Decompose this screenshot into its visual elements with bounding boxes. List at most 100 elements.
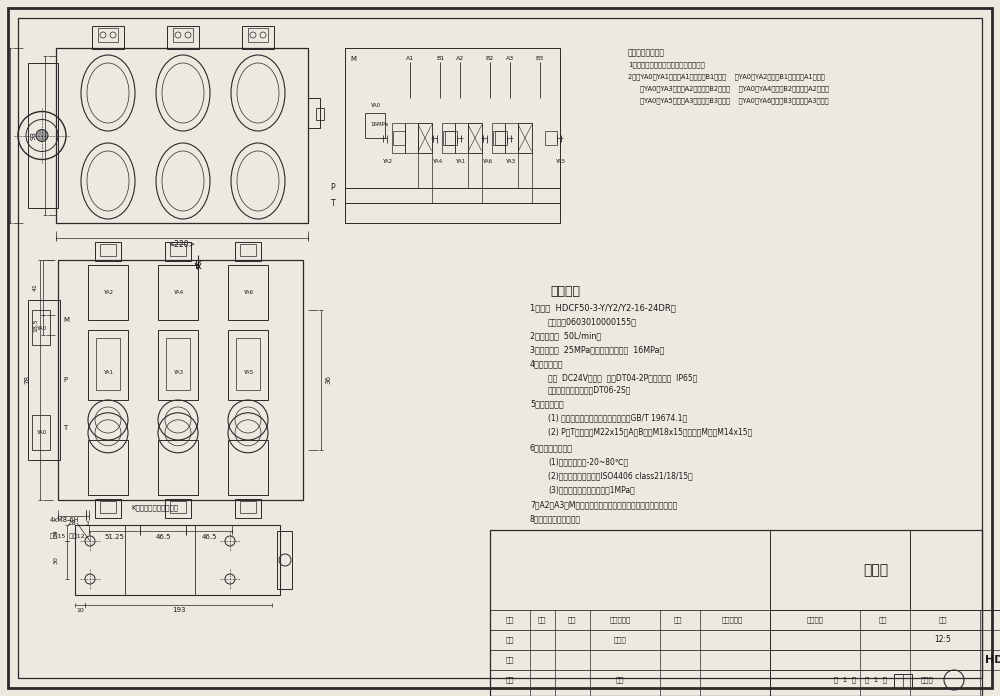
Bar	[492, 123, 505, 153]
Text: 16MPa: 16MPa	[370, 122, 388, 127]
Bar	[96, 338, 120, 390]
Bar	[490, 530, 982, 696]
Text: 3: 3	[86, 521, 89, 526]
Text: 处数: 处数	[538, 617, 546, 624]
Text: 24: 24	[54, 529, 59, 537]
Bar	[173, 28, 193, 42]
Text: 36: 36	[325, 376, 331, 384]
Text: 共  1  张    第  1  张: 共 1 张 第 1 张	[834, 677, 887, 683]
Text: YA3: YA3	[505, 159, 515, 164]
Bar	[228, 440, 268, 495]
Bar	[345, 48, 560, 223]
Text: 孔深15  丝深12: 孔深15 丝深12	[50, 533, 85, 539]
Text: YA6: YA6	[482, 159, 492, 164]
Bar	[442, 123, 455, 153]
Text: YA0: YA0	[36, 326, 46, 331]
Text: 外形图: 外形图	[863, 563, 889, 577]
Text: 标准化: 标准化	[614, 637, 626, 643]
Text: 当YA0、YA5得电，A3口出油，B3回油；    当YA0、YA6得电，B3口出油，A3回油；: 当YA0、YA5得电，A3口出油，B3回油； 当YA0、YA6得电，B3口出油，…	[640, 97, 828, 104]
Text: A3: A3	[506, 56, 514, 61]
Bar	[95, 499, 121, 518]
Text: 193: 193	[172, 607, 185, 613]
Bar	[58, 260, 303, 500]
Text: 当YA0、YA3得电，A2口出油，B2回油；    当YA0、YA4得电，B2口出油，A2回油；: 当YA0、YA3得电，A2口出油，B2回油； 当YA0、YA4得电，B2口出油，…	[640, 85, 829, 92]
Text: 18.5: 18.5	[33, 318, 38, 332]
Bar	[228, 265, 268, 320]
Text: 版本号: 版本号	[921, 677, 933, 683]
Text: 费用标记: 费用标记	[806, 617, 824, 624]
Text: 标记: 标记	[506, 617, 514, 624]
Text: 10: 10	[76, 608, 84, 613]
Text: YA3: YA3	[173, 370, 183, 374]
Bar	[28, 300, 60, 460]
Bar	[95, 242, 121, 261]
Bar	[56, 48, 308, 223]
Text: YA5: YA5	[555, 159, 565, 164]
Text: 年、月、日: 年、月、日	[721, 617, 743, 624]
Bar	[170, 501, 186, 513]
Text: (2)液压液清洁度不低于ISO4406 class21/18/15；: (2)液压液清洁度不低于ISO4406 class21/18/15；	[548, 471, 693, 480]
Bar	[443, 131, 455, 145]
Text: 签名: 签名	[674, 617, 682, 624]
Text: 6、工作条件要求：: 6、工作条件要求：	[530, 443, 573, 452]
Text: T: T	[331, 198, 335, 207]
Bar	[100, 244, 116, 256]
Text: HDCF50-3: HDCF50-3	[985, 655, 1000, 665]
Bar	[468, 123, 482, 153]
Text: 设计: 设计	[506, 637, 514, 643]
Text: 比例: 比例	[939, 617, 947, 624]
Text: YA2: YA2	[103, 290, 113, 294]
Text: 1、当全部电磁阀不得电，控制阀回弹；: 1、当全部电磁阀不得电，控制阀回弹；	[628, 61, 705, 68]
Bar	[166, 338, 190, 390]
Bar	[405, 123, 418, 153]
Text: A2: A2	[456, 56, 464, 61]
Text: 41: 41	[33, 283, 38, 292]
Bar	[495, 131, 507, 145]
Text: (1) 所有油口均为平面密封，符合标准GB/T 19674.1；: (1) 所有油口均为平面密封，符合标准GB/T 19674.1；	[548, 413, 687, 422]
Text: YA6: YA6	[243, 290, 253, 294]
Text: (3)电磁阀口回油背压不超过1MPa；: (3)电磁阀口回油背压不超过1MPa；	[548, 485, 635, 494]
Bar	[308, 98, 320, 128]
Text: YA5: YA5	[243, 370, 253, 374]
Text: <220>: <220>	[169, 240, 195, 249]
Bar	[165, 242, 191, 261]
Bar	[277, 531, 292, 589]
Text: 4、电磁线参数: 4、电磁线参数	[530, 359, 564, 368]
Text: 分区: 分区	[568, 617, 576, 624]
Bar	[240, 244, 256, 256]
Text: 7、A2、A3、M油口用金属螺堵密封，其它油口用塑料螺堵密封。: 7、A2、A3、M油口用金属螺堵密封，其它油口用塑料螺堵密封。	[530, 500, 677, 509]
Text: 30: 30	[54, 556, 59, 564]
Bar	[770, 530, 982, 610]
Text: B2: B2	[486, 56, 494, 61]
Text: (1)液压油温度：-20~80℃；: (1)液压油温度：-20~80℃；	[548, 457, 628, 466]
Text: 物料号：0603010000155；: 物料号：0603010000155；	[548, 317, 637, 326]
Bar	[158, 265, 198, 320]
Bar	[316, 108, 324, 120]
Bar	[455, 123, 468, 153]
Bar	[32, 415, 50, 450]
Bar	[228, 330, 268, 400]
Text: 审核: 审核	[506, 677, 514, 683]
Bar	[518, 123, 532, 153]
Bar	[894, 674, 912, 688]
Text: 8、零件表面喷黑色漆。: 8、零件表面喷黑色漆。	[530, 514, 581, 523]
Text: YA0: YA0	[36, 431, 46, 436]
Bar	[28, 63, 58, 208]
Text: 重量: 重量	[879, 617, 887, 624]
Bar	[165, 499, 191, 518]
Text: B3: B3	[536, 56, 544, 61]
Bar	[493, 131, 505, 145]
Text: 更改文件号: 更改文件号	[609, 617, 631, 624]
Bar	[88, 330, 128, 400]
Text: 12:5: 12:5	[935, 635, 951, 644]
Bar	[100, 501, 116, 513]
Text: 46.5: 46.5	[155, 534, 171, 540]
Text: 电压  DC24V；接口  德制DT04-2P，防水等级  IP65；: 电压 DC24V；接口 德制DT04-2P，防水等级 IP65；	[548, 373, 697, 382]
Bar	[545, 131, 557, 145]
Bar	[365, 113, 385, 138]
Bar	[445, 131, 457, 145]
Bar	[92, 26, 124, 49]
Text: 2、额定流量  50L/min；: 2、额定流量 50L/min；	[530, 331, 601, 340]
Bar	[393, 131, 405, 145]
Text: 5、出口参数：: 5、出口参数：	[530, 399, 564, 408]
